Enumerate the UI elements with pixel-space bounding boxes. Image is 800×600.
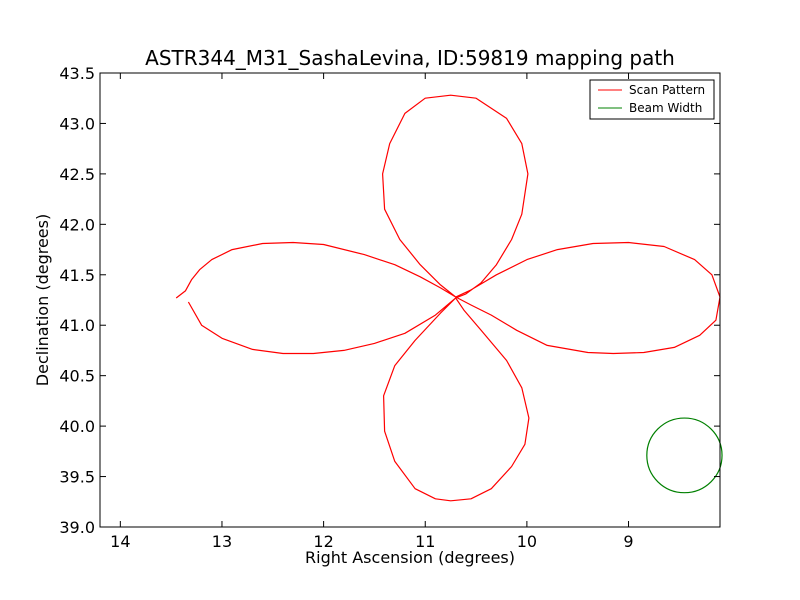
y-tick-label: 41.5 xyxy=(59,266,95,285)
y-tick-label: 40.0 xyxy=(59,417,95,436)
y-tick-label: 43.0 xyxy=(59,114,95,133)
legend-label-beam-width: Beam Width xyxy=(629,101,702,115)
beam-width-circle xyxy=(646,417,723,494)
y-tick-label: 42.0 xyxy=(59,215,95,234)
plot-area xyxy=(99,72,723,528)
y-tick-label: 41.0 xyxy=(59,316,95,335)
scan-pattern-line xyxy=(175,94,721,502)
axes-frame xyxy=(99,72,721,528)
x-tick-label: 11 xyxy=(415,532,435,551)
legend: Scan Pattern Beam Width xyxy=(589,79,715,120)
x-tick-label: 14 xyxy=(110,532,130,551)
x-tick-label: 10 xyxy=(517,532,537,551)
y-axis-ticks: 39.0 39.5 40.0 40.5 41.0 41.5 42.0 42.5 43.0 43.5 xyxy=(59,64,720,537)
x-tick-label: 12 xyxy=(313,532,333,551)
y-tick-label: 42.5 xyxy=(59,165,95,184)
y-tick-label: 39.0 xyxy=(59,518,95,537)
legend-box xyxy=(589,79,715,120)
chart-title: ASTR344_M31_SashaLevina, ID:59819 mappin… xyxy=(145,46,675,70)
y-tick-label: 39.5 xyxy=(59,468,95,487)
legend-label-scan-pattern: Scan Pattern xyxy=(629,83,705,97)
x-axis-title: Right Ascension (degrees) xyxy=(305,548,515,567)
x-axis-ticks: 14 13 12 11 10 9 xyxy=(110,73,634,551)
series-layer xyxy=(175,94,723,502)
y-tick-label: 43.5 xyxy=(59,64,95,83)
y-tick-label: 40.5 xyxy=(59,367,95,386)
x-tick-label: 13 xyxy=(212,532,232,551)
y-axis-title: Declination (degrees) xyxy=(33,214,52,386)
axes-background xyxy=(100,73,720,527)
x-tick-label: 9 xyxy=(623,532,633,551)
